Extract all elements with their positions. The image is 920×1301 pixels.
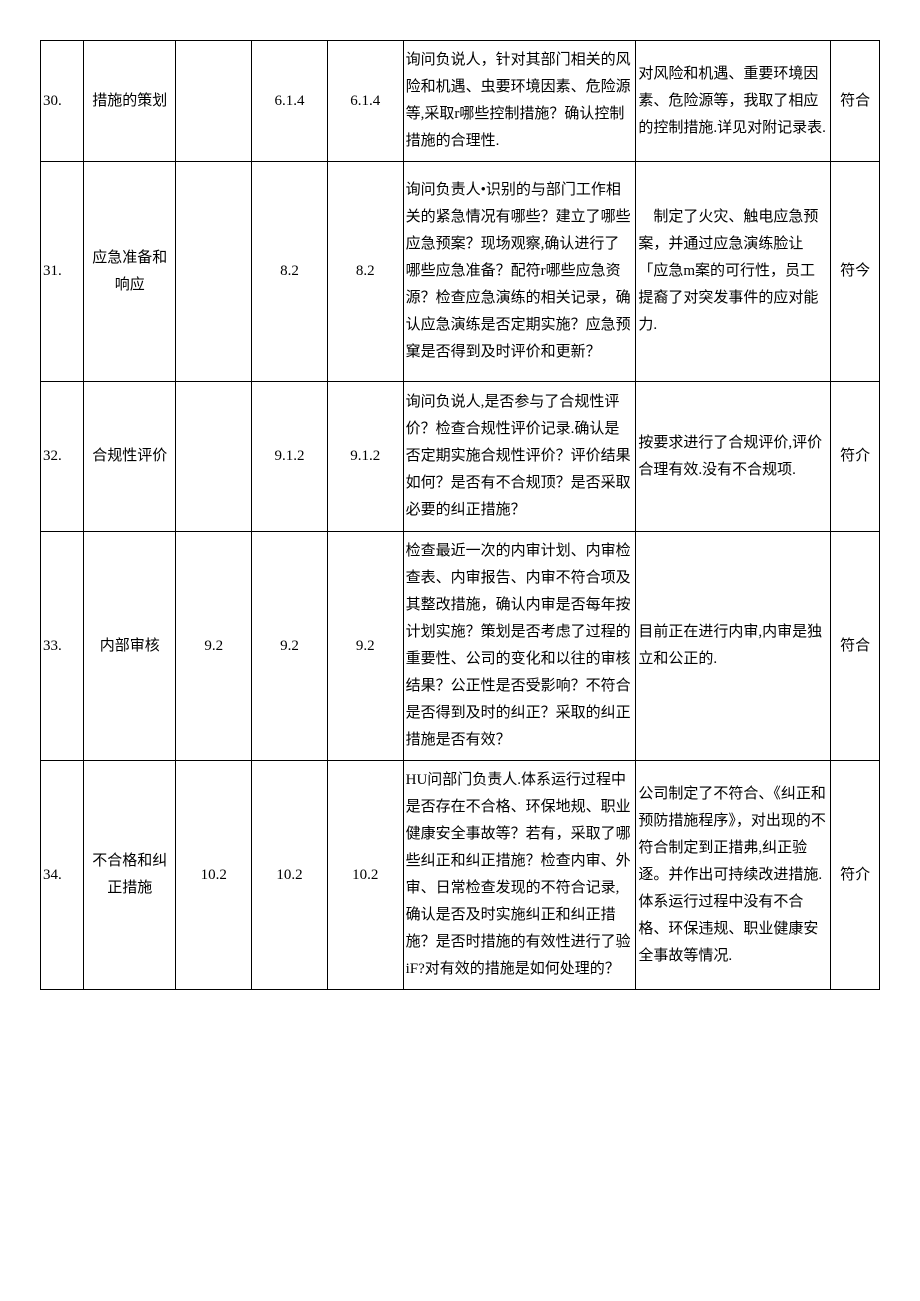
table-row: 34. 不合格和纠正措施 10.2 10.2 10.2 HU问部门负责人.体系运… — [41, 761, 880, 990]
cell-name: 不合格和纠正措施 — [84, 761, 176, 990]
cell-result: 对风险和机遇、重要环境因素、危险源等，我取了相应的控制措施.详见对附记录表. — [636, 41, 831, 162]
cell-code2: 9.1.2 — [252, 382, 328, 532]
table-row: 30. 措施的策划 6.1.4 6.1.4 询问负说人，针对其部门相关的风险和机… — [41, 41, 880, 162]
cell-code2: 9.2 — [252, 532, 328, 761]
table-row: 31. 应急准备和响应 8.2 8.2 询问负责人•识别的与部门工作相关的紧急情… — [41, 162, 880, 382]
cell-index: 33. — [41, 532, 84, 761]
cell-code1 — [176, 162, 252, 382]
cell-code2: 6.1.4 — [252, 41, 328, 162]
cell-result: 制定了火灾、触电应急预案，并通过应急演练脸让「应急m案的可行性，员工提裔了对突发… — [636, 162, 831, 382]
cell-desc: 询问负说人,是否参与了合规性评价？检查合规性评价记录.确认是否定期实施合规性评价… — [403, 382, 636, 532]
cell-code3: 9.2 — [327, 532, 403, 761]
cell-status: 符介 — [831, 761, 880, 990]
cell-code3: 9.1.2 — [327, 382, 403, 532]
cell-index: 34. — [41, 761, 84, 990]
cell-index: 32. — [41, 382, 84, 532]
cell-code3: 8.2 — [327, 162, 403, 382]
audit-table: 30. 措施的策划 6.1.4 6.1.4 询问负说人，针对其部门相关的风险和机… — [40, 40, 880, 990]
cell-result: 按要求进行了合规评价,评价合理有效.没有不合规项. — [636, 382, 831, 532]
cell-name: 内部审核 — [84, 532, 176, 761]
cell-code1 — [176, 41, 252, 162]
cell-code2: 10.2 — [252, 761, 328, 990]
table-row: 32. 合规性评价 9.1.2 9.1.2 询问负说人,是否参与了合规性评价？检… — [41, 382, 880, 532]
cell-status: 符合 — [831, 41, 880, 162]
cell-code1: 9.2 — [176, 532, 252, 761]
cell-code2: 8.2 — [252, 162, 328, 382]
cell-code1 — [176, 382, 252, 532]
cell-name: 措施的策划 — [84, 41, 176, 162]
cell-name: 合规性评价 — [84, 382, 176, 532]
cell-status: 符今 — [831, 162, 880, 382]
cell-code3: 6.1.4 — [327, 41, 403, 162]
cell-name: 应急准备和响应 — [84, 162, 176, 382]
cell-code1: 10.2 — [176, 761, 252, 990]
cell-index: 31. — [41, 162, 84, 382]
cell-desc: 询问负责人•识别的与部门工作相关的紧急情况有哪些？建立了哪些应急预案？现场观察,… — [403, 162, 636, 382]
cell-status: 符合 — [831, 532, 880, 761]
cell-status: 符介 — [831, 382, 880, 532]
cell-index: 30. — [41, 41, 84, 162]
cell-code3: 10.2 — [327, 761, 403, 990]
table-row: 33. 内部审核 9.2 9.2 9.2 检查最近一次的内审计划、内审检查表、内… — [41, 532, 880, 761]
cell-result: 公司制定了不符合、《纠正和预防措施程序》，对出现的不符合制定到正措弗,纠正验逐。… — [636, 761, 831, 990]
cell-desc: 检查最近一次的内审计划、内审检查表、内审报告、内审不符合项及其整改措施，确认内审… — [403, 532, 636, 761]
cell-desc: 询问负说人，针对其部门相关的风险和机遇、虫要环境因素、危险源等,采取r哪些控制措… — [403, 41, 636, 162]
cell-result: 目前正在进行内审,内审是独立和公正的. — [636, 532, 831, 761]
cell-desc: HU问部门负责人.体系运行过程中是否存在不合格、环保地规、职业健康安全事故等？若… — [403, 761, 636, 990]
